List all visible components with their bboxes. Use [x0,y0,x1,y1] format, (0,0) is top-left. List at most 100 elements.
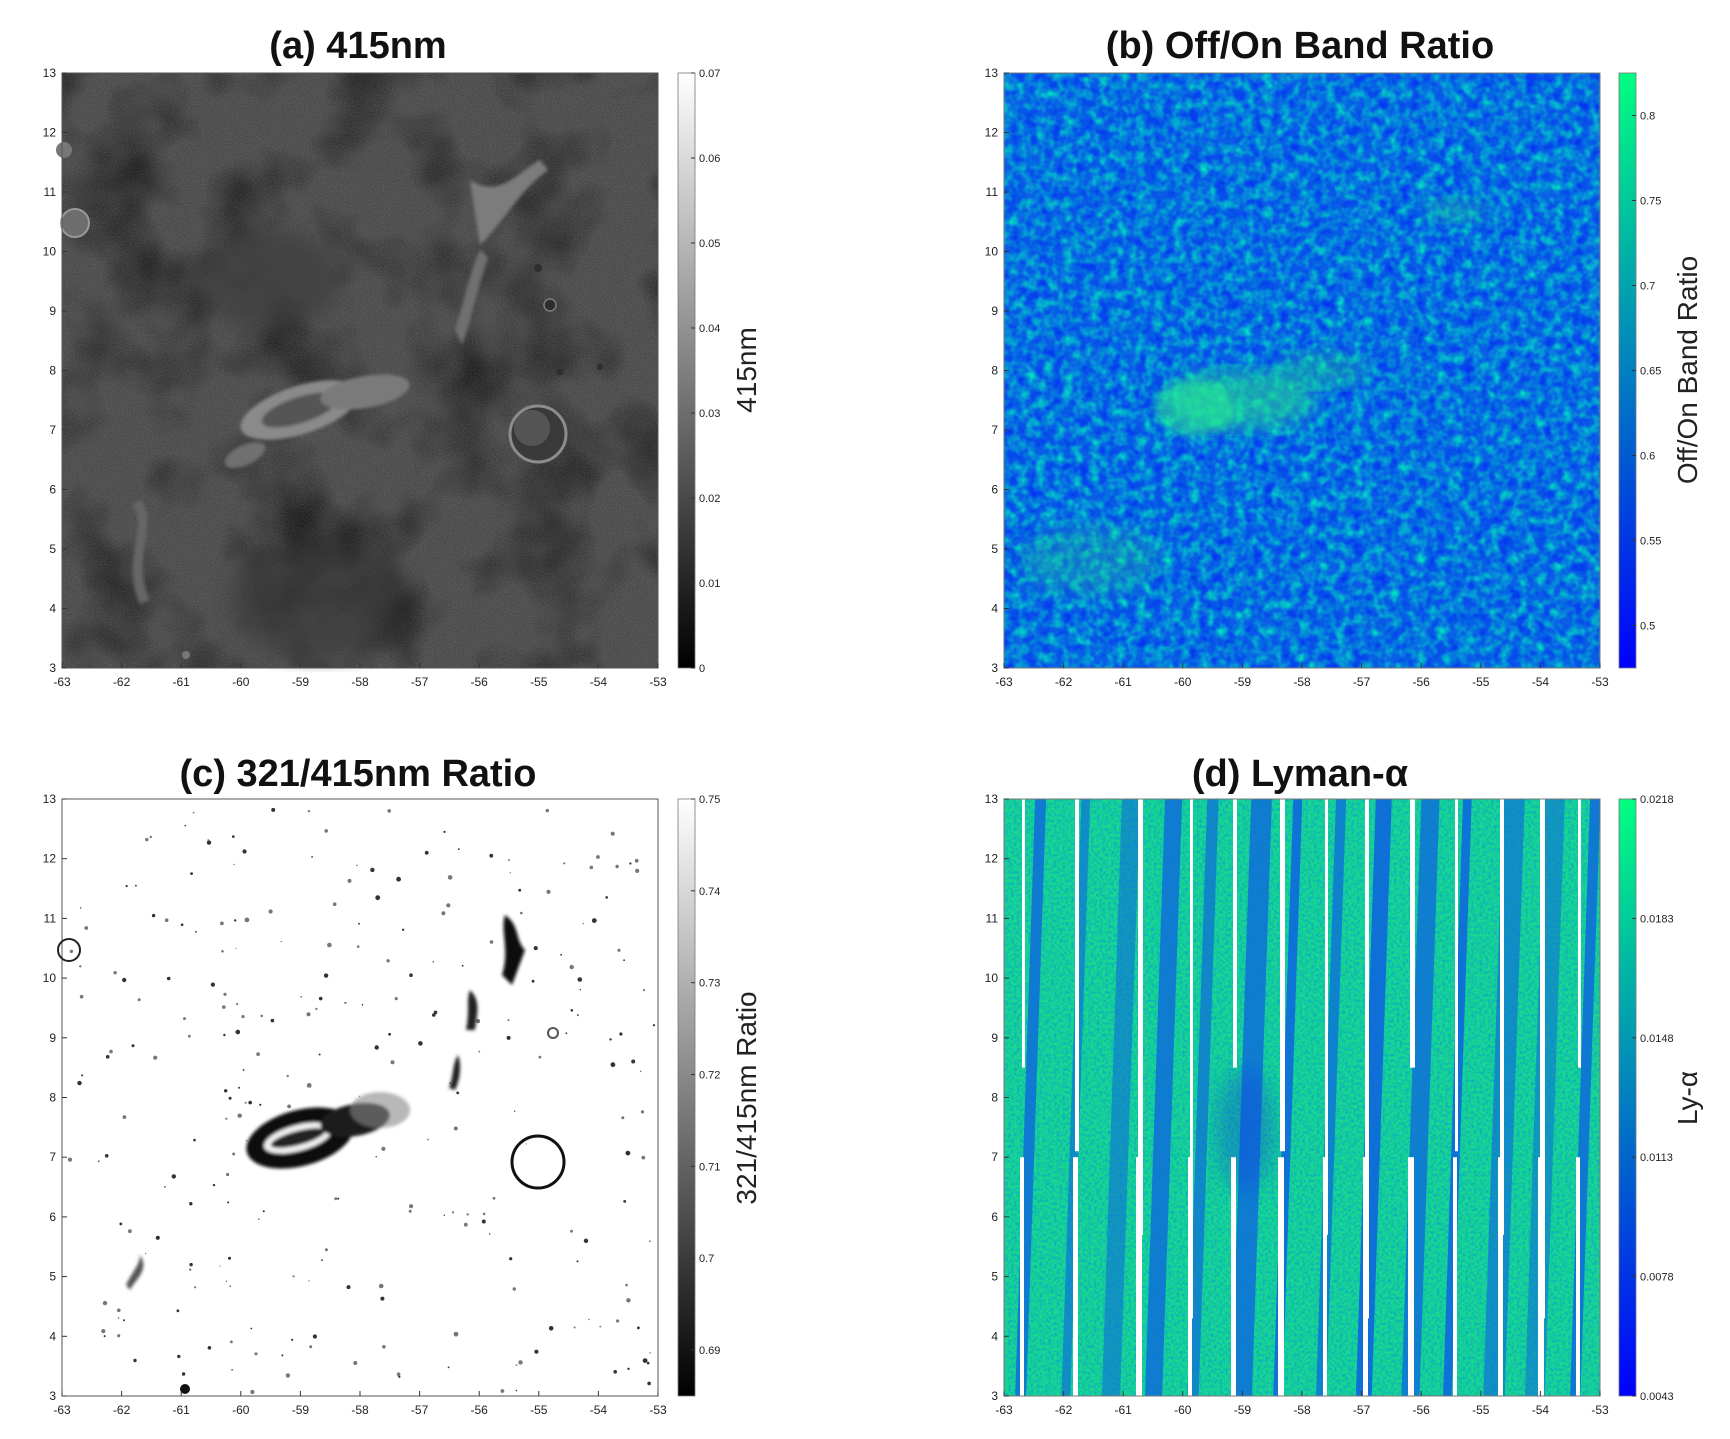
speckle [77,1080,82,1086]
y-tick-label: 6 [991,483,998,497]
y-tick-label: 3 [49,661,56,675]
y-tick-label: 9 [49,1031,56,1045]
speckle [378,1283,384,1289]
speckle [514,1110,516,1113]
speckle [337,1197,340,1200]
speckle [579,989,581,991]
x-tick-label: -63 [995,675,1013,689]
speckle [153,1055,158,1060]
speckle [207,1346,212,1350]
y-tick-label: 8 [991,364,998,378]
speckle [103,1335,106,1338]
speckle [144,1252,147,1255]
speckle [610,1062,616,1068]
speckle [315,1007,318,1011]
colorbar-tick-label: 0.55 [1640,536,1661,548]
colorbar-tick-label: 0.5 [1640,621,1655,633]
panel-d-colorbar [1618,798,1637,1397]
speckle [401,928,405,931]
speckle [625,1150,631,1156]
speckle [262,1210,265,1213]
colorbar-tick-label: 0.06 [699,153,720,165]
speckle [576,1260,579,1263]
colorbar-tick-label: 0.73 [699,978,720,990]
speckle [117,1317,120,1319]
speckle [635,868,640,874]
speckle [232,1152,236,1156]
speckle [640,1110,645,1114]
data-gap [1323,1157,1327,1396]
panel-a-axes: -63 -62 -61 -60 -59 -58 -57 -56 -55 -54 -53 3 4 5 6 7 8 9… [43,66,667,689]
speckle [188,1034,191,1038]
colorbar-tick-label: 0.75 [699,794,720,806]
speckle [220,921,224,926]
speckle [122,977,127,983]
colorbar-tick-label: 0.0183 [1640,913,1674,925]
speckle [219,1265,221,1267]
data-gap [1073,1157,1078,1396]
speckle [131,1044,135,1048]
speckle [230,1340,233,1344]
speckle [623,959,625,962]
speckle [324,1248,328,1252]
data-gap [1278,1157,1284,1396]
speckle [221,950,224,953]
panel-c-speckles [67,807,656,1395]
speckle [456,1091,460,1095]
speckle [346,1285,351,1290]
speckle [643,988,646,992]
speckle [145,837,149,842]
panel-c-axes: -63 -62 -61 -60 -59 -58 -57 -56 -55 -54 -53 3 4 5 6 7 8 9… [43,792,667,1417]
y-tick-label: 9 [991,304,998,318]
speckle [533,946,538,951]
speckle [610,831,615,836]
speckle [286,1074,289,1078]
speckle [475,1019,481,1024]
speckle [122,1319,125,1322]
x-tick-label: -53 [649,675,667,689]
speckle [506,1035,511,1040]
speckle [236,1003,239,1006]
speckle [398,1375,401,1378]
speckle [509,1257,513,1261]
speckle [358,922,360,925]
data-gap [1188,1157,1192,1396]
speckle [588,1318,590,1321]
speckle [332,902,337,906]
speckle [390,1060,395,1065]
speckle [237,1113,242,1118]
data-gap [1578,799,1581,1068]
y-tick-label: 6 [49,483,56,497]
speckle [531,979,535,983]
x-tick-label: -60 [232,675,250,689]
speckle [155,1235,160,1240]
speckle [311,855,314,858]
speckle [478,1050,481,1053]
speckle [281,1354,284,1357]
speckle [616,1319,620,1323]
speckle [189,1262,193,1267]
y-tick-label: 5 [991,542,998,556]
y-tick-label: 12 [985,126,999,140]
x-tick-label: -57 [1353,675,1371,689]
speckle [408,1209,412,1213]
y-tick-label: 4 [49,602,56,616]
speckle [424,850,429,855]
x-tick-label: -58 [351,675,369,689]
speckle [396,1372,401,1376]
speckle [641,1155,646,1160]
panel-d: (d) Lyman-α -63 -62 -61 -60 -59 -58 -57 -56 -55-… [985,753,1703,1417]
speckle [582,922,584,925]
speckle [520,911,523,915]
colorbar-tick-label: 0.0113 [1640,1152,1673,1164]
speckle [231,1369,233,1371]
speckle [461,964,464,967]
colorbar-tick-label: 0.0043 [1640,1391,1674,1403]
speckle [432,961,434,963]
speckle [177,1354,181,1359]
speckle [652,1024,656,1027]
speckle [370,867,375,873]
x-tick-label: -63 [53,1403,71,1417]
speckle [321,1259,323,1261]
speckle [151,913,156,918]
